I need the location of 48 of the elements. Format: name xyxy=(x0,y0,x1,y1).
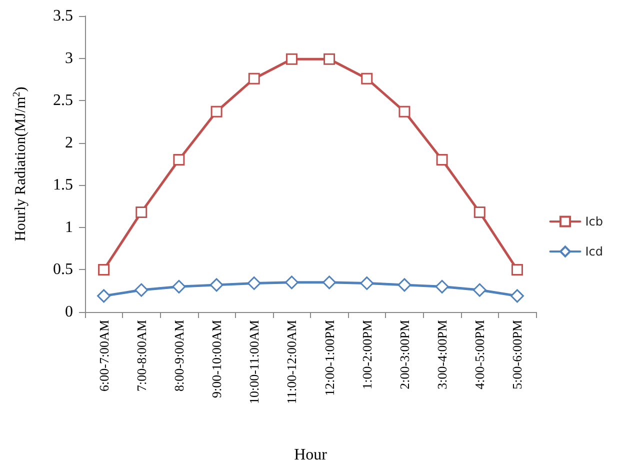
point xyxy=(210,106,222,118)
point xyxy=(472,283,486,297)
point xyxy=(322,276,336,290)
x-tick-label: 7:00-8:00AM xyxy=(134,320,149,392)
point xyxy=(173,154,185,166)
point xyxy=(474,206,486,218)
point xyxy=(286,53,298,65)
x-tick-label: 3:00-4:00PM xyxy=(434,320,450,390)
x-tick-label: 10:00-11:00AM xyxy=(246,320,262,404)
point xyxy=(510,289,524,303)
point xyxy=(248,72,260,84)
x-tick-label: 5:00-6:00PM xyxy=(510,320,525,390)
point xyxy=(97,289,111,303)
y-tick-label: 0.5 xyxy=(53,261,73,278)
point xyxy=(247,276,261,290)
x-axis-title: Hour xyxy=(294,446,328,464)
point xyxy=(324,53,336,65)
point xyxy=(361,72,373,84)
point xyxy=(172,280,186,294)
x-tick-label: 8:00-9:00AM xyxy=(171,320,186,392)
y-tick-label: 1.5 xyxy=(53,176,73,194)
point xyxy=(284,276,298,290)
point xyxy=(511,264,523,276)
point xyxy=(134,283,148,297)
y-axis-title: Hourly Radiation(MJ/m2) xyxy=(12,86,29,242)
x-tick-label: 2:00-3:00PM xyxy=(396,320,412,390)
y-tick-label: 2.5 xyxy=(53,92,73,110)
point xyxy=(398,278,412,292)
y-tick-label: 3.5 xyxy=(53,8,73,24)
y-tick-label: 1 xyxy=(65,218,73,236)
x-tick-label: 4:00-5:00PM xyxy=(472,320,488,390)
point xyxy=(398,106,410,118)
y-tick-label: 2 xyxy=(65,134,73,152)
point xyxy=(360,276,374,290)
point xyxy=(210,278,224,292)
x-tick-label: 6:00-7:00AM xyxy=(96,320,112,392)
legend-label: Icd xyxy=(585,244,604,258)
y-tick-label: 3 xyxy=(65,50,73,67)
x-tick-label: 1:00-2:00PM xyxy=(359,320,374,390)
point xyxy=(436,154,448,166)
x-tick-label: 11:00-12:00AM xyxy=(284,320,300,404)
point xyxy=(98,264,110,276)
legend-label: Icb xyxy=(585,214,604,228)
point xyxy=(136,206,148,218)
point xyxy=(435,280,449,294)
x-tick-label: 12:00-1:00PM xyxy=(322,320,337,396)
y-tick-label: 0 xyxy=(65,304,73,320)
x-tick-label: 9:00-10:00AM xyxy=(209,320,224,398)
